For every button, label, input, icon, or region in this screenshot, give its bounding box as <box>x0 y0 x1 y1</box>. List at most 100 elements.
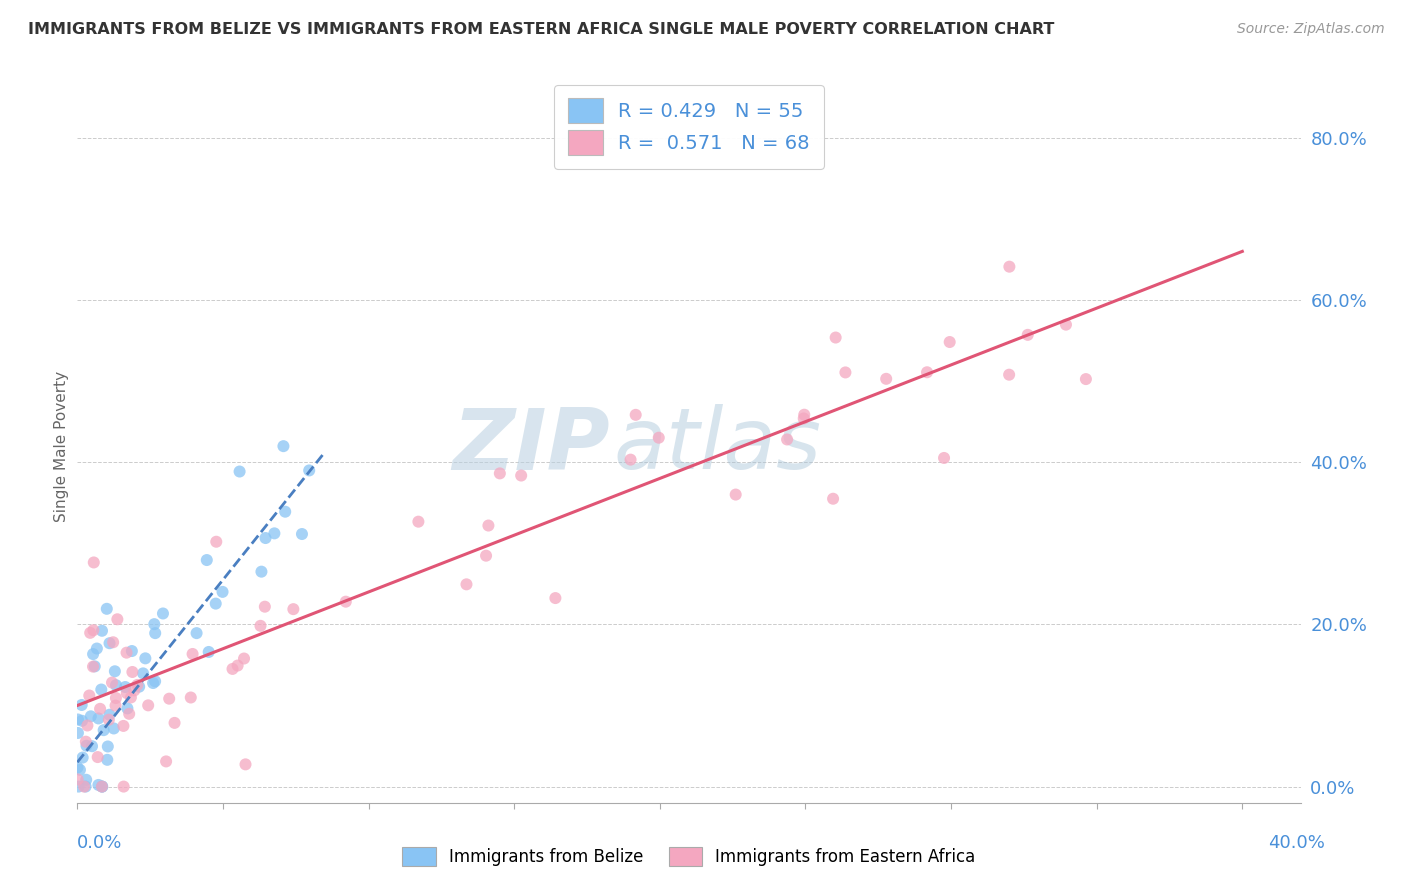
Point <box>66 772 89 787</box>
Point <box>134 651 156 665</box>
Point <box>221 662 243 676</box>
Point <box>112 780 135 794</box>
Point <box>98 707 121 722</box>
Point <box>115 646 138 660</box>
Point <box>128 680 150 694</box>
Point <box>776 433 799 447</box>
Point <box>915 365 938 379</box>
Point <box>456 577 478 591</box>
Text: ZIP: ZIP <box>451 404 609 488</box>
Point <box>136 698 159 713</box>
Point <box>1074 372 1097 386</box>
Point <box>510 468 533 483</box>
Text: IMMIGRANTS FROM BELIZE VS IMMIGRANTS FROM EASTERN AFRICA SINGLE MALE POVERTY COR: IMMIGRANTS FROM BELIZE VS IMMIGRANTS FRO… <box>28 22 1054 37</box>
Point <box>263 526 285 541</box>
Point <box>274 505 297 519</box>
Point <box>834 366 856 380</box>
Point <box>793 411 815 425</box>
Point <box>132 666 155 681</box>
Point <box>67 780 90 794</box>
Point <box>298 463 321 477</box>
Point <box>408 515 430 529</box>
Point <box>70 714 93 728</box>
Point <box>273 439 295 453</box>
Point <box>648 431 671 445</box>
Point <box>998 260 1021 274</box>
Point <box>79 625 101 640</box>
Point <box>121 665 143 679</box>
Point <box>121 644 143 658</box>
Point <box>624 408 647 422</box>
Point <box>226 658 249 673</box>
Point <box>254 531 277 545</box>
Point <box>97 739 120 754</box>
Point <box>1054 318 1077 332</box>
Point <box>112 719 135 733</box>
Point <box>76 718 98 732</box>
Point <box>143 617 166 632</box>
Point <box>1017 327 1039 342</box>
Point <box>143 626 166 640</box>
Point <box>186 626 208 640</box>
Point <box>117 701 139 715</box>
Point <box>211 585 233 599</box>
Point <box>69 763 91 777</box>
Point <box>195 553 218 567</box>
Point <box>83 556 105 570</box>
Point <box>204 597 226 611</box>
Point <box>76 739 98 753</box>
Legend: Immigrants from Belize, Immigrants from Eastern Africa: Immigrants from Belize, Immigrants from … <box>396 840 981 873</box>
Point <box>477 518 499 533</box>
Point <box>619 452 641 467</box>
Point <box>163 715 186 730</box>
Point <box>87 711 110 725</box>
Point <box>66 760 89 774</box>
Point <box>124 683 146 698</box>
Point <box>101 635 124 649</box>
Point <box>91 780 114 794</box>
Point <box>90 780 112 794</box>
Point <box>938 334 960 349</box>
Point <box>114 680 136 694</box>
Point <box>205 534 228 549</box>
Point <box>544 591 567 605</box>
Point <box>80 739 103 754</box>
Point <box>152 607 174 621</box>
Point <box>724 487 747 501</box>
Point <box>142 676 165 690</box>
Point <box>70 698 93 712</box>
Point <box>82 624 104 638</box>
Point <box>86 750 108 764</box>
Point <box>120 690 142 705</box>
Point <box>283 602 305 616</box>
Point <box>875 372 897 386</box>
Point <box>66 726 89 740</box>
Point <box>72 750 94 764</box>
Point <box>73 780 96 794</box>
Point <box>181 647 204 661</box>
Point <box>824 330 846 344</box>
Point <box>118 706 141 721</box>
Point <box>83 659 105 673</box>
Y-axis label: Single Male Poverty: Single Male Poverty <box>53 370 69 522</box>
Point <box>932 450 955 465</box>
Point <box>75 780 97 794</box>
Point <box>77 689 100 703</box>
Point <box>89 702 111 716</box>
Point <box>115 686 138 700</box>
Point <box>489 467 512 481</box>
Point <box>793 408 815 422</box>
Point <box>823 491 845 506</box>
Text: 0.0%: 0.0% <box>77 834 122 852</box>
Point <box>86 641 108 656</box>
Point <box>97 713 120 727</box>
Text: 40.0%: 40.0% <box>1268 834 1324 852</box>
Text: atlas: atlas <box>613 404 821 488</box>
Point <box>104 698 127 713</box>
Point <box>82 647 104 661</box>
Point <box>80 709 103 723</box>
Point <box>475 549 498 563</box>
Point <box>249 619 271 633</box>
Point <box>233 651 256 665</box>
Point <box>335 595 357 609</box>
